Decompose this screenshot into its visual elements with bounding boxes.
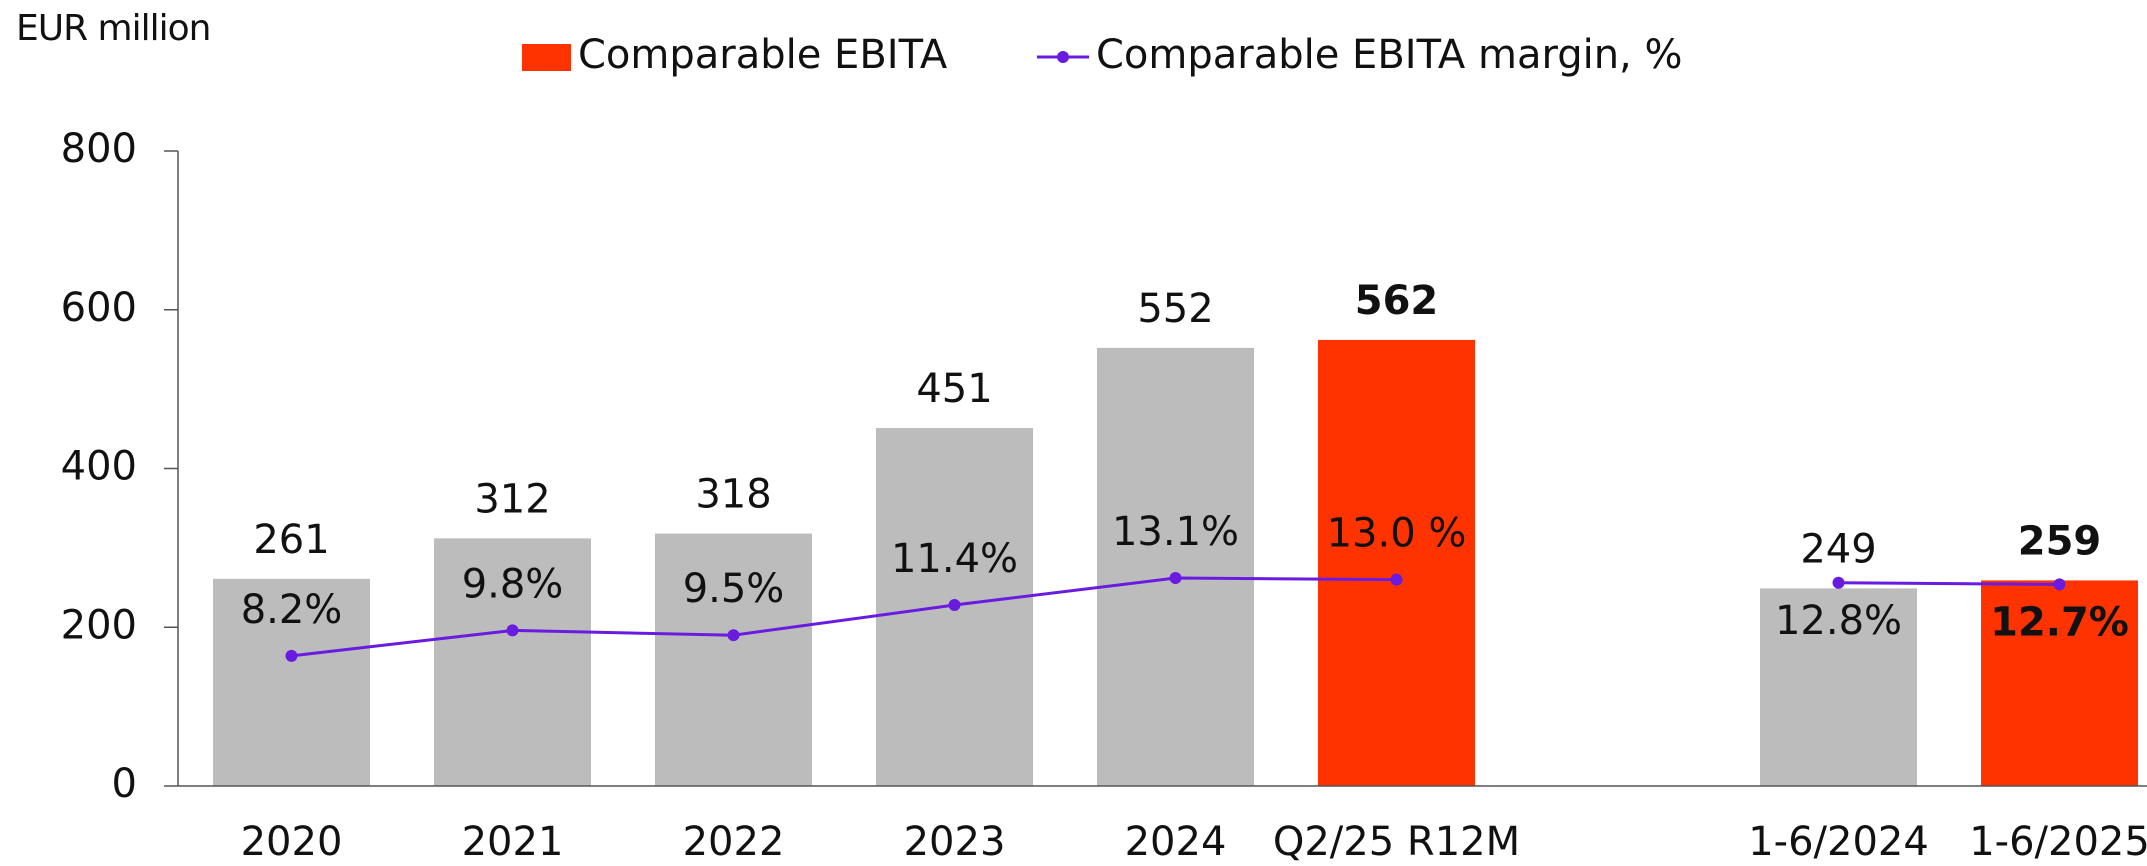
y-axis-label: EUR million: [16, 8, 210, 49]
margin-label: 12.8%: [1775, 598, 1902, 644]
legend-dot: [1057, 51, 1069, 63]
bar: [655, 533, 812, 786]
bar: [1318, 339, 1475, 786]
margin-label: 13.1%: [1112, 509, 1239, 555]
bar-value-label: 552: [1137, 286, 1213, 332]
margin-label: 9.5%: [683, 566, 785, 612]
bar: [213, 578, 370, 786]
margin-point: [506, 624, 519, 637]
margin-point: [1832, 576, 1845, 589]
bar-value-label: 312: [474, 476, 550, 522]
bar-value-label: 562: [1355, 278, 1439, 324]
margin-point: [727, 629, 740, 642]
margin-point: [2053, 578, 2066, 591]
bar-value-label: 261: [253, 517, 329, 563]
legend-label: Comparable EBITA margin, %: [1096, 32, 1682, 78]
margin-line: [291, 576, 2060, 658]
bar-value-label: 318: [695, 472, 771, 518]
margin-label: 13.0 %: [1327, 511, 1467, 557]
y-tick-label: 800: [61, 126, 137, 172]
x-tick-label: 1-6/2025: [1969, 819, 2147, 865]
margin-label: 9.8%: [462, 561, 564, 607]
bar-value-label: 259: [2018, 518, 2102, 564]
bar-value-label: 249: [1800, 526, 1876, 572]
y-tick-label: 200: [61, 602, 137, 648]
legend-swatch: [522, 44, 571, 71]
bar-value-label: 451: [916, 366, 992, 412]
margin-point: [1390, 573, 1403, 586]
margin-label: 11.4%: [891, 536, 1018, 582]
x-tick-label: 2020: [241, 819, 343, 865]
bar: [1097, 347, 1254, 786]
bar: [1760, 588, 1917, 786]
legend-label: Comparable EBITA: [578, 32, 948, 78]
x-tick-label: 2022: [683, 819, 785, 865]
y-tick-label: 0: [112, 761, 137, 807]
margin-point: [1169, 572, 1182, 585]
margin-point: [285, 649, 298, 662]
y-tick-label: 600: [61, 285, 137, 331]
margin-label: 8.2%: [241, 587, 343, 633]
x-tick-label: 2021: [462, 819, 564, 865]
x-tick-label: 2024: [1125, 819, 1227, 865]
bar: [1981, 580, 2138, 786]
bar: [434, 538, 591, 786]
x-tick-label: 1-6/2024: [1748, 819, 1929, 865]
x-tick-label: Q2/25 R12M: [1273, 819, 1520, 865]
y-tick-label: 400: [61, 444, 137, 490]
margin-label: 12.7%: [1990, 599, 2129, 645]
x-tick-label: 2023: [904, 819, 1006, 865]
margin-point: [948, 599, 961, 612]
